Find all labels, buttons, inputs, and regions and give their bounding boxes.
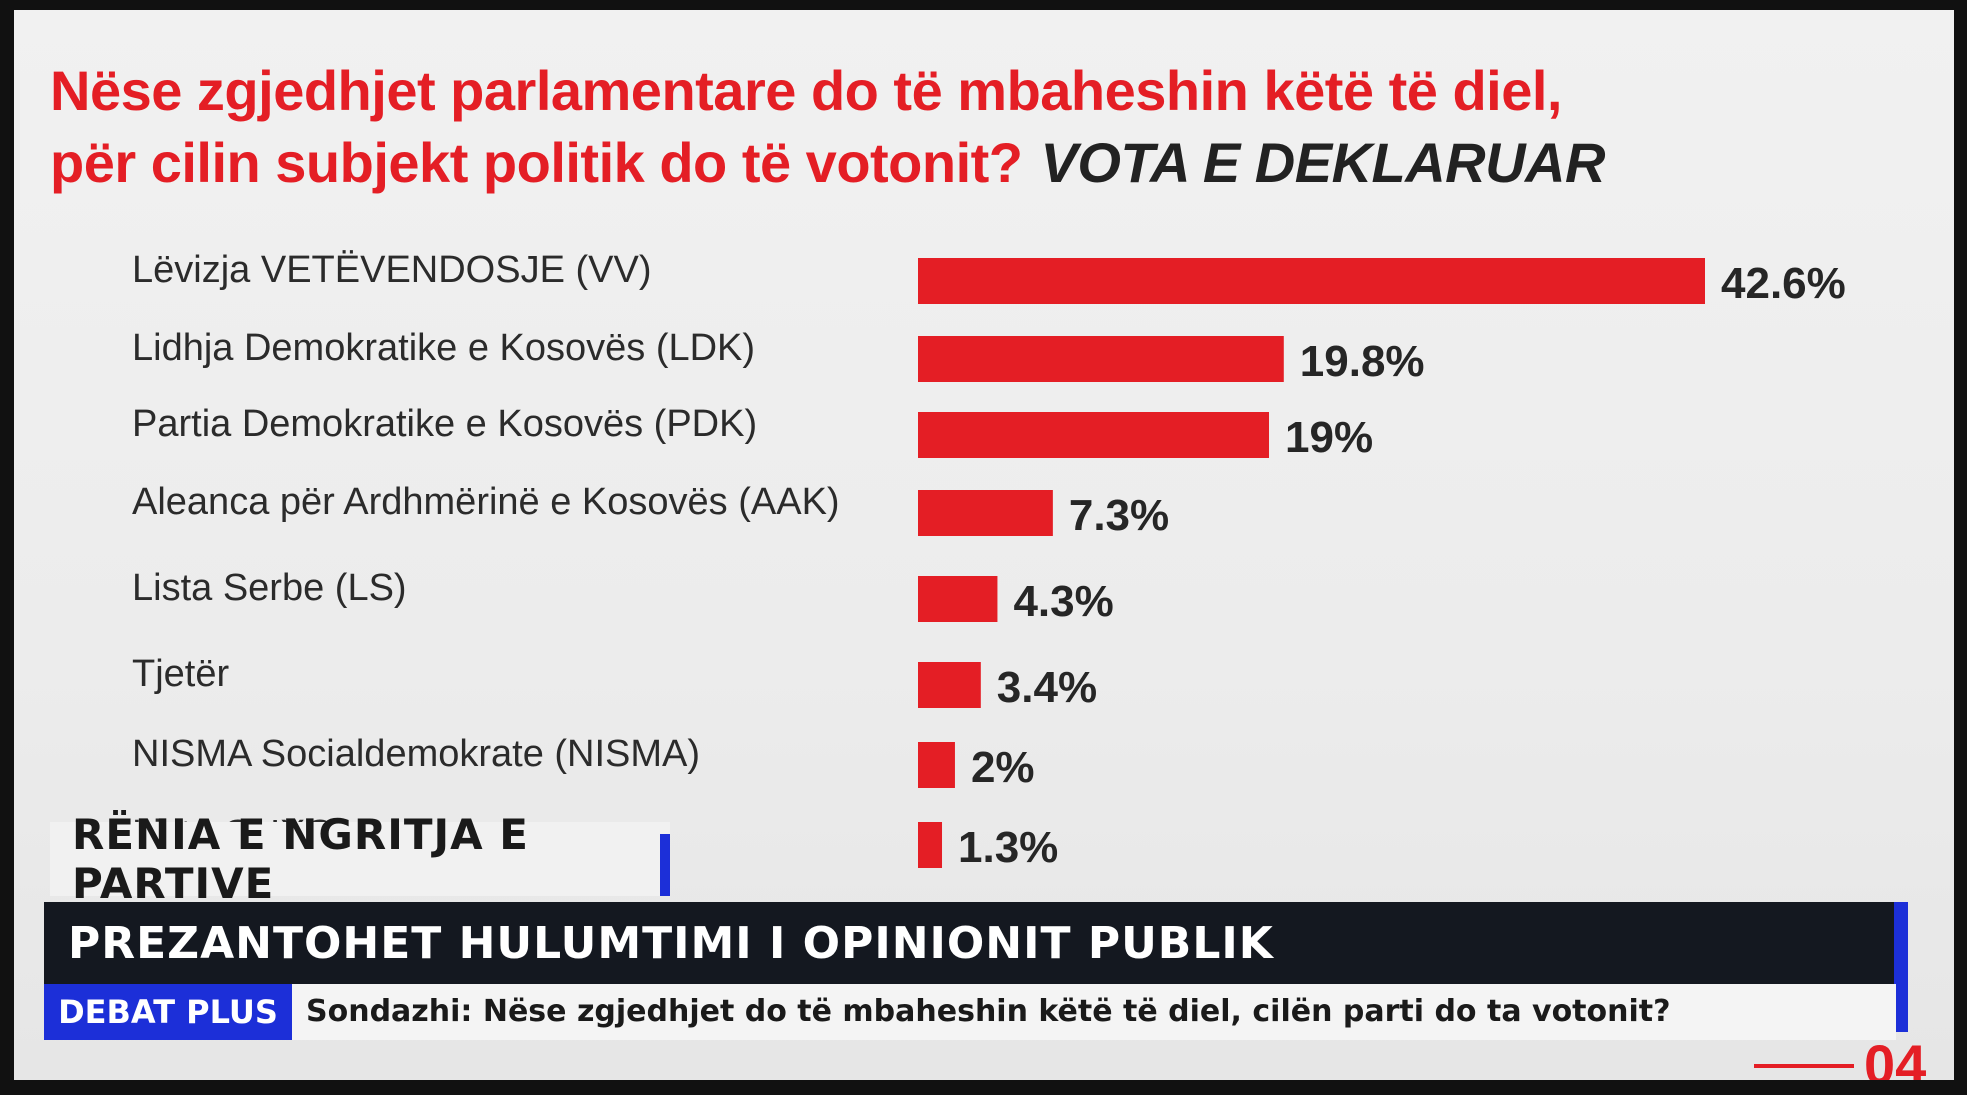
section-banner: RËNIA E NGRITJA E PARTIVE [50, 810, 670, 908]
value-label-lidhja-demokratike-e-kosove-s-ldk: 19.8% [1300, 337, 1425, 386]
ticker-bar: DEBAT PLUS Sondazhi: Nëse zgjedhjet do t… [44, 984, 1896, 1040]
bar-lidhja-demokratike-e-kosove-s-ldk [918, 336, 1284, 382]
page-number-rule [1754, 1064, 1854, 1068]
question-title-line1: Nëse zgjedhjet parlamentare do të mbahes… [50, 59, 1562, 122]
show-badge: DEBAT PLUS [44, 984, 292, 1040]
bar-lista-serbe-ls [918, 576, 998, 622]
category-label-partia-demokratike-e-kosove-s-pdk: Partia Demokratike e Kosovës (PDK) [132, 403, 757, 445]
category-label-tjete-r: Tjetër [132, 653, 229, 695]
section-title: RËNIA E NGRITJA E PARTIVE [72, 810, 529, 908]
category-label-aleanca-pe-r-ardhme-rine-e-kosove-s-aak: Aleanca për Ardhmërinë e Kosovës (AAK) [132, 481, 840, 523]
value-label-aleanca-pe-r-ardhme-rine-e-kosove-s-aak: 7.3% [1069, 491, 1169, 540]
bar-tjete-r [918, 662, 981, 708]
category-label-le-vizja-vete-vendosje-vv: Lëvizja VETËVENDOSJE (VV) [132, 249, 651, 291]
page-number: 04 [1864, 1033, 1927, 1080]
ticker-text: Sondazhi: Nëse zgjedhjet do të mbaheshin… [306, 994, 1671, 1029]
question-text: për cilin subjekt politik do të votonit? [50, 131, 1023, 194]
headline-text: PREZANTOHET HULUMTIMI I OPINIONIT PUBLIK [68, 917, 1274, 969]
value-label-nisma-socialdemokrate-nisma: 2% [971, 743, 1035, 792]
question-emphasis: VOTA E DEKLARUAR [1040, 131, 1606, 194]
question-title-line2: për cilin subjekt politik do të votonit?… [50, 130, 1605, 195]
bar-lista-guxo [918, 822, 943, 868]
bar-partia-demokratike-e-kosove-s-pdk [918, 412, 1270, 458]
headline-accent-edge [1894, 902, 1908, 1032]
bar-le-vizja-vete-vendosje-vv [918, 258, 1705, 304]
value-label-le-vizja-vete-vendosje-vv: 42.6% [1721, 259, 1846, 308]
value-label-lista-guxo: 1.3% [958, 823, 1058, 872]
value-label-lista-serbe-ls: 4.3% [1013, 577, 1113, 626]
category-label-lista-serbe-ls: Lista Serbe (LS) [132, 567, 407, 609]
tv-screen: Nëse zgjedhjet parlamentare do të mbahes… [14, 10, 1954, 1080]
value-label-tjete-r: 3.4% [997, 663, 1097, 712]
headline-bar: PREZANTOHET HULUMTIMI I OPINIONIT PUBLIK [44, 902, 1908, 1032]
bar-aleanca-pe-r-ardhme-rine-e-kosove-s-aak [918, 490, 1053, 536]
category-label-lidhja-demokratike-e-kosove-s-ldk: Lidhja Demokratike e Kosovës (LDK) [132, 327, 755, 369]
bar-nisma-socialdemokrate-nisma [918, 742, 955, 788]
value-label-partia-demokratike-e-kosove-s-pdk: 19% [1285, 413, 1373, 462]
category-label-nisma-socialdemokrate-nisma: NISMA Socialdemokrate (NISMA) [132, 733, 700, 775]
section-accent-bar [660, 834, 670, 896]
